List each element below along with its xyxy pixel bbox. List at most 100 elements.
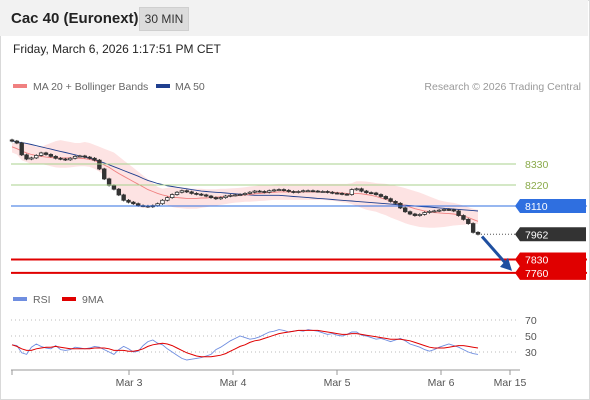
candle-body [9,139,15,142]
time-tick-label: Mar 15 [494,377,527,389]
candle-body [208,195,214,198]
candle-body [228,194,233,197]
candle-body [364,190,369,194]
candle-body [34,155,39,159]
candle-body [369,192,374,195]
rsi-legend-label: RSI [33,294,51,306]
timeframe-button[interactable]: 30 MIN [139,7,189,31]
candle-body [388,198,393,202]
rsi-tick-50: 50 [525,331,537,343]
candle-body [19,142,24,156]
candle-body [38,152,44,156]
candle-body [174,191,180,195]
candle-body [286,189,291,192]
candle-body [310,190,316,193]
chart-header: Cac 40 (Euronext) 30 MIN [0,0,588,36]
level-label-7830: 7830 [525,254,549,266]
time-tick-label: Mar 3 [116,377,143,389]
candle-body [412,213,418,216]
level-tag-7962 [515,227,586,242]
level-label-8110: 8110 [525,201,548,213]
candle-body [48,154,54,157]
candle-body [262,191,267,193]
candle-body [179,190,185,193]
candle-body [466,218,471,224]
candle-body [169,194,175,199]
forecast-arrow-head [500,257,512,271]
candle-body [126,199,131,203]
candle-body [203,194,209,197]
candle-body [131,201,136,205]
candle-body [417,213,422,216]
candle-body [252,190,257,193]
candle-body [301,190,306,193]
candle-body [349,189,354,195]
time-axis: Mar 3 Mar 4 Mar 5 Mar 6 Mar 15 [11,369,527,389]
candle-body [325,191,330,193]
candle-body [218,197,223,200]
candle-body [335,192,340,195]
candle-body [223,195,228,198]
candle-body [165,197,170,201]
ma50-legend-label: MA 50 [175,81,205,93]
ma20-legend-swatch [13,84,27,88]
credit-label: Research © 2026 Trading Central [424,81,581,93]
ma50-legend-swatch [156,84,170,88]
candle-body [373,192,379,195]
candle-body [63,158,68,161]
candle-body [432,210,437,213]
rsi-line [11,329,479,361]
level-tag-7830 [515,252,586,267]
candle-body [407,211,413,215]
candle-body [281,189,287,191]
candle-body [97,159,102,170]
candle-body [194,192,199,195]
candle-body [267,190,272,193]
candle-body [155,203,160,207]
candle-body [257,190,262,193]
rsi-legend-swatch [13,297,27,301]
time-tick-label: Mar 4 [220,377,247,389]
candle-body [121,194,126,201]
candle-body [14,140,20,144]
time-tick-label: Mar 5 [324,377,351,389]
candle-body [436,209,442,212]
candle-body [111,184,117,190]
candle-body [451,209,456,212]
rsi-tick-70: 70 [525,315,537,327]
candle-body [446,209,452,211]
ma20-legend-label: MA 20 + Bollinger Bands [33,81,148,93]
candle-body [77,155,83,158]
candle-body [29,157,34,160]
candle-body [184,190,189,193]
candle-body [393,201,398,204]
level-label-7962: 7962 [525,229,549,241]
candle-body [441,209,447,211]
candle-body [330,191,335,194]
candle-body [305,190,311,193]
candle-body [359,188,364,192]
candle-body [291,191,296,193]
candle-body [82,155,88,158]
rsi-tick-30: 30 [525,347,537,359]
candle-body [320,191,325,193]
instrument-title: Cac 40 (Euronext) [11,10,139,27]
candle-body [53,155,58,159]
candle-body [461,215,466,220]
candle-body [456,210,461,216]
candle-body [92,157,97,161]
candle-body [344,193,350,196]
price-panel [9,138,481,236]
candle-body [242,192,248,195]
candle-body [296,191,301,193]
candle-body [378,194,384,197]
level-label-8220: 8220 [525,180,549,192]
candle-body [276,189,282,191]
candle-body [422,212,427,215]
price-levels: 8330 8220 8110 7962 7830 7760 [11,159,587,280]
rsi-ma-legend-label: 9MA [82,294,104,306]
candle-body [427,210,432,213]
candle-body [68,157,73,161]
level-label-8330: 8330 [525,159,549,171]
